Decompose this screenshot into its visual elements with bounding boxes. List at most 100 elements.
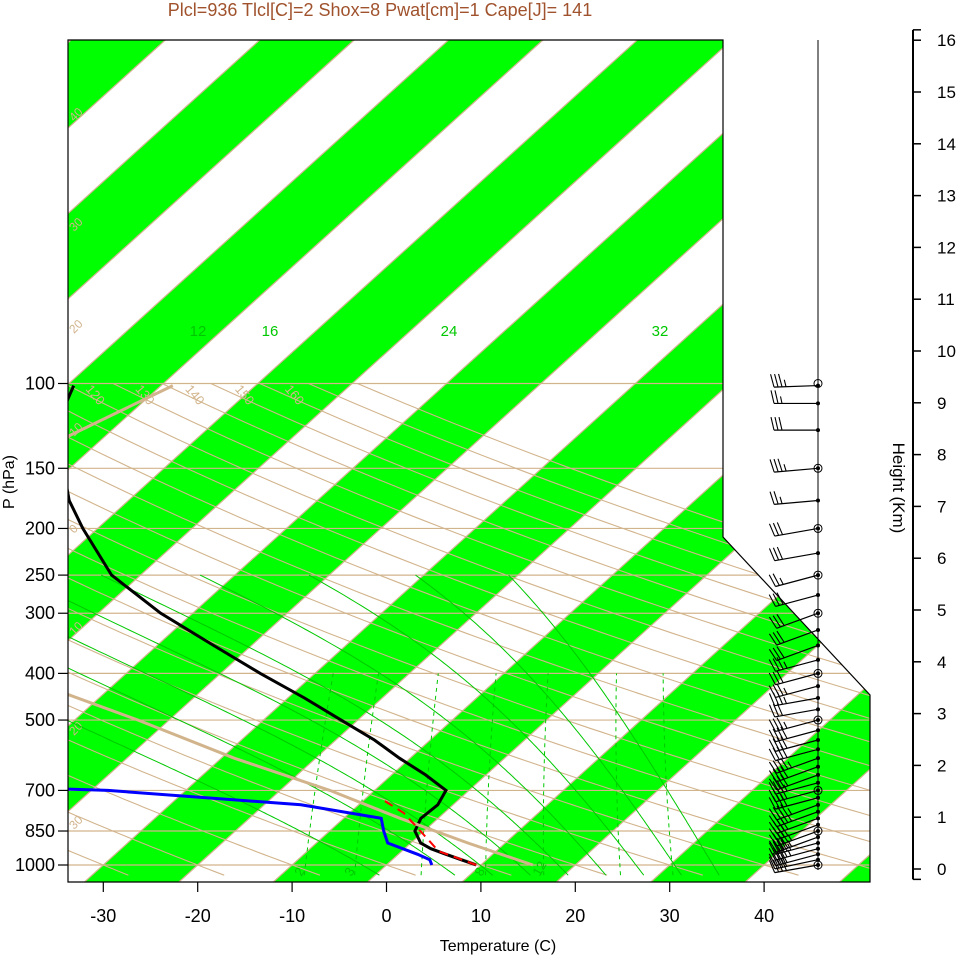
dry-adiabat — [68, 383, 870, 876]
barb-half-feather — [783, 687, 788, 695]
barb-feather — [768, 523, 776, 537]
barb-feather — [768, 848, 776, 861]
wind-barb — [768, 657, 820, 672]
height-tick-label: 16 — [937, 31, 956, 50]
barb-feather — [770, 390, 775, 404]
barb-dot — [816, 684, 820, 689]
height-tick-label: 10 — [937, 342, 956, 361]
wind-barb — [768, 726, 820, 743]
barb-feather — [768, 840, 778, 853]
dry-adiabat — [68, 383, 225, 876]
x-tick-label: -10 — [279, 906, 305, 926]
barb-staff — [774, 384, 819, 388]
p-tick-label: 1000 — [15, 855, 55, 875]
height-tick-label: 0 — [937, 860, 946, 879]
barb-staff — [774, 697, 819, 707]
barb-feather — [768, 834, 778, 847]
barb-dot — [816, 846, 820, 851]
wind-barb — [768, 772, 820, 791]
barb-feather — [774, 390, 779, 404]
moist-adiabat-label: 16 — [262, 323, 279, 340]
dry-adiabat — [68, 383, 870, 876]
barb-feather — [778, 417, 783, 431]
dry-adiabat — [68, 383, 870, 876]
barb-feather — [776, 683, 784, 696]
moist-adiabat — [100, 574, 569, 876]
moist-adiabat-label: 12 — [190, 323, 207, 340]
barb-staff — [776, 629, 819, 646]
barb-dot — [816, 802, 820, 807]
barb-feather — [780, 836, 789, 849]
barb-feather — [776, 546, 784, 560]
moist-adiabat — [68, 574, 380, 876]
barb-feather — [773, 491, 779, 505]
barb-staff — [776, 817, 819, 834]
barb-staff — [775, 685, 819, 699]
axes-layer: -30 -20 -10 0 10 20 30 401001502002503004005007… — [15, 374, 774, 927]
barb-feather — [772, 671, 780, 685]
moist-adiabat-label: 32 — [652, 323, 669, 340]
barb-feather — [776, 759, 785, 771]
barb-feather — [768, 856, 776, 870]
height-tick-label: 2 — [937, 756, 946, 775]
isotherm-label: 30 — [837, 643, 865, 671]
barb-feather — [768, 797, 776, 810]
moist-band — [68, 40, 355, 882]
barb-feather — [772, 718, 780, 731]
p-tick-label: 100 — [25, 374, 55, 394]
barb-feather — [768, 594, 776, 607]
moist-adiabat — [508, 574, 720, 876]
barb-half-feather — [783, 696, 787, 704]
dry-adiabat — [68, 383, 870, 876]
wind-barb — [768, 835, 820, 853]
moist-adiabat — [68, 574, 531, 876]
barb-dot — [816, 611, 820, 616]
barb-feather — [768, 808, 778, 821]
barb-feather — [772, 760, 781, 773]
barb-dot — [816, 772, 820, 777]
barb-feather — [768, 649, 778, 661]
dry-adiabat — [68, 383, 870, 876]
x-tick-label: 10 — [471, 906, 491, 926]
wind-barb — [768, 683, 820, 699]
dry-adiabat — [68, 383, 703, 876]
barb-feather — [774, 417, 779, 431]
isotherm-label: 0 — [722, 456, 743, 477]
barb-feather — [768, 574, 776, 587]
barb-staff — [774, 527, 819, 537]
barb-feather — [768, 616, 778, 629]
barb-staff — [775, 853, 819, 867]
isotherm-label: 30 — [722, 113, 750, 141]
barb-staff — [775, 594, 819, 608]
wind-barb — [768, 643, 820, 662]
barb-feather — [768, 548, 776, 561]
barb-feather — [776, 737, 784, 750]
height-tick-label: 8 — [937, 446, 946, 465]
barb-feather — [780, 858, 787, 871]
height-tick-label: 13 — [937, 187, 956, 206]
barb-feather — [768, 789, 776, 803]
barb-feather — [768, 719, 776, 732]
isotherm-label: 30 — [66, 813, 86, 833]
level-marker — [813, 570, 823, 580]
barb-feather — [768, 685, 776, 698]
moist-band — [68, 40, 732, 882]
wind-barb — [768, 756, 820, 774]
barb-feather — [776, 630, 785, 643]
moist-adiabat — [68, 574, 456, 876]
barb-feather — [772, 738, 780, 751]
barb-dot — [816, 573, 820, 578]
barb-staff — [774, 499, 819, 505]
height-tick-label: 1 — [937, 808, 946, 827]
wind-barb — [770, 373, 820, 388]
barb-feather — [780, 844, 788, 858]
barb-half-feather — [779, 577, 784, 585]
barb-staff — [775, 848, 819, 861]
barb-dot — [816, 852, 820, 857]
isotherm — [650, 40, 870, 882]
barb-half-feather — [787, 808, 793, 815]
isotherm — [68, 40, 449, 882]
barb-feather — [776, 837, 785, 850]
barb-half-feather — [783, 379, 787, 387]
